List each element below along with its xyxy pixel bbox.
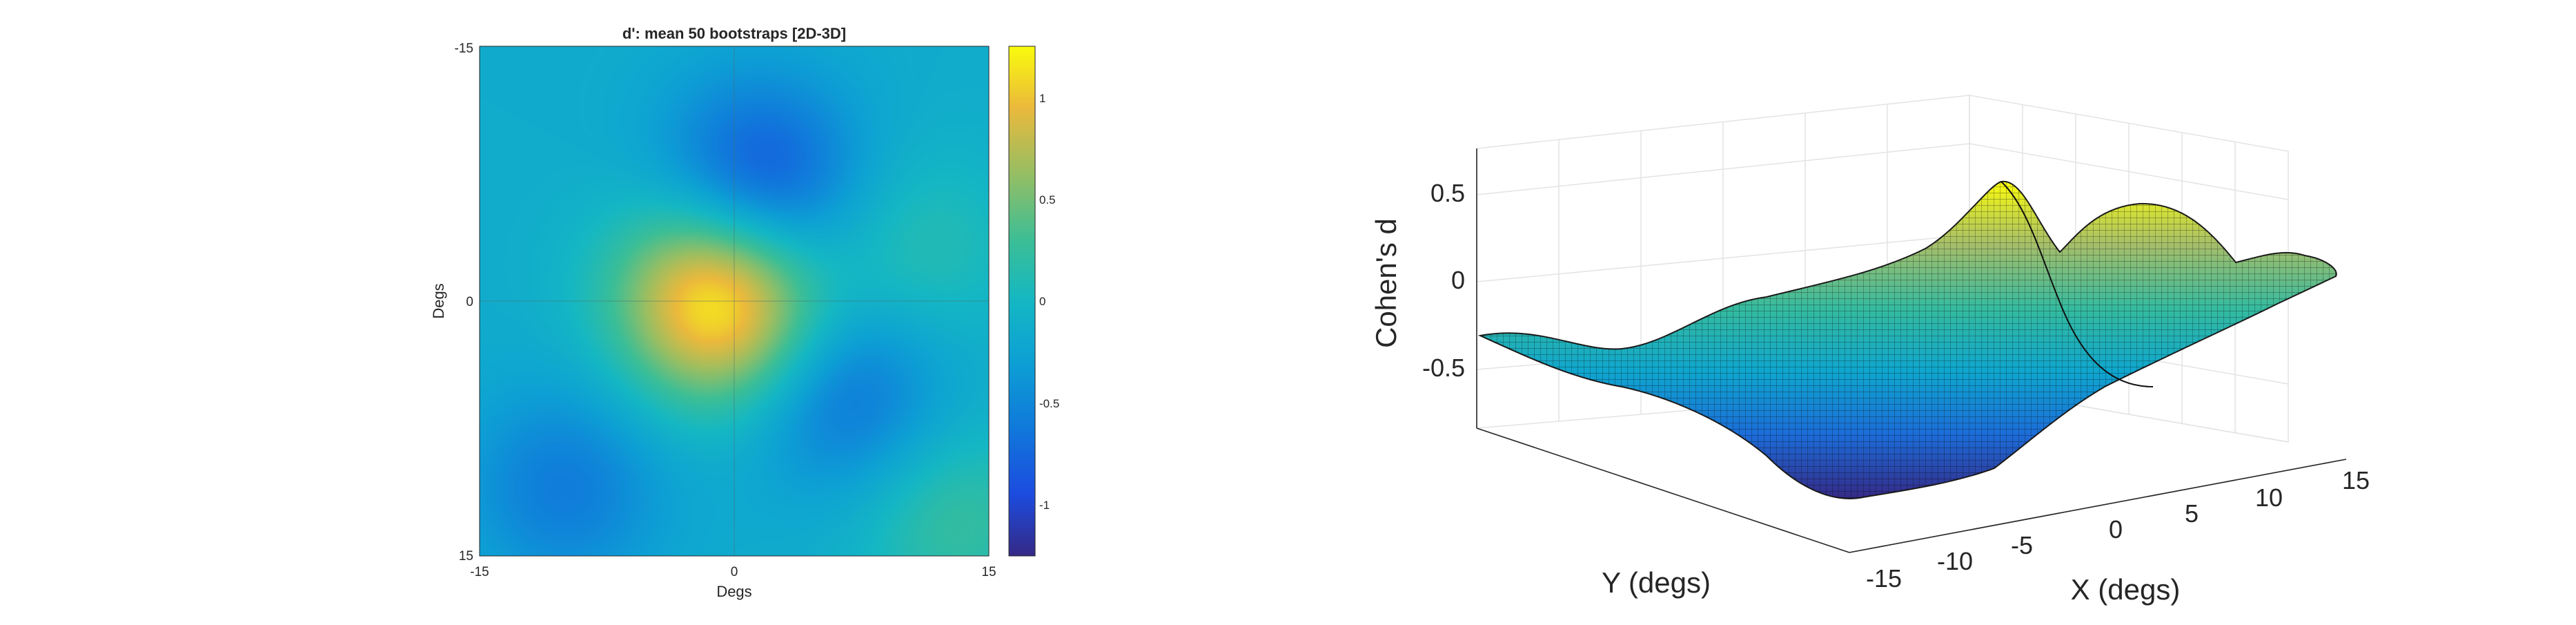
x-axis	[1849, 459, 2347, 553]
x-tick-label: 15	[2342, 466, 2370, 494]
x-tick-label: 5	[2185, 499, 2199, 528]
surface-zlabel: Cohen's d	[1370, 218, 1402, 348]
colorbar-tick-label: -0.5	[1039, 397, 1059, 410]
colorbar-tick-label: 0.5	[1039, 193, 1056, 206]
colorbar	[1009, 46, 1035, 556]
surface-mesh	[1477, 180, 2337, 499]
surface-axes	[1476, 148, 2347, 553]
z-tick-label: 0.5	[1430, 179, 1465, 207]
x-tick-label: -10	[1937, 547, 1973, 575]
colorbar-tick-label: 0	[1039, 295, 1045, 308]
surface-x-ticks: -15 -10 -5 0 5 10 15	[1866, 466, 2370, 593]
colorbar-box	[1008, 46, 1036, 557]
z-tick-label: -0.5	[1422, 354, 1465, 382]
heatmap-ytick-bottom: 15	[459, 549, 473, 564]
surface-xlabel: X (degs)	[2071, 573, 2181, 606]
heatmap-ylabel: Degs	[430, 283, 447, 318]
y-axis	[1476, 427, 1850, 553]
surface-ridge	[2000, 181, 2154, 387]
heatmap-chart: d': mean 50 bootstraps [2D-3D] -15 0 15 …	[430, 25, 1059, 600]
colorbar-ticks: 1 0.5 0 -0.5 -1	[1039, 92, 1059, 512]
colorbar-tick-label: -1	[1039, 499, 1050, 512]
x-tick-label: -5	[2011, 531, 2033, 559]
surface-chart: 0.5 0 -0.5 -15 -10 -5 0 5 10 15 Cohen's …	[1370, 95, 2370, 606]
heatmap-xtick-right: 15	[981, 565, 996, 579]
heatmap-ytick-top: -15	[455, 41, 473, 56]
colorbar-tick-label: 1	[1039, 92, 1045, 105]
x-tick-label: 0	[2109, 515, 2123, 544]
surface-mesh-overlay	[1480, 181, 2337, 499]
heatmap-xtick-mid: 0	[731, 565, 738, 579]
z-tick-label: 0	[1451, 266, 1465, 294]
heatmap-ytick-mid: 0	[466, 295, 473, 309]
heatmap-axes-box	[479, 46, 990, 557]
x-tick-label: -15	[1866, 564, 1902, 593]
surface-ylabel: Y (degs)	[1602, 566, 1711, 599]
surface-z-ticks: 0.5 0 -0.5	[1422, 179, 1465, 382]
heatmap-title: d': mean 50 bootstraps [2D-3D]	[622, 25, 846, 42]
heatmap-xlabel: Degs	[716, 583, 751, 600]
x-tick-label: 10	[2255, 483, 2283, 512]
heatmap-xtick-left: -15	[470, 565, 489, 579]
